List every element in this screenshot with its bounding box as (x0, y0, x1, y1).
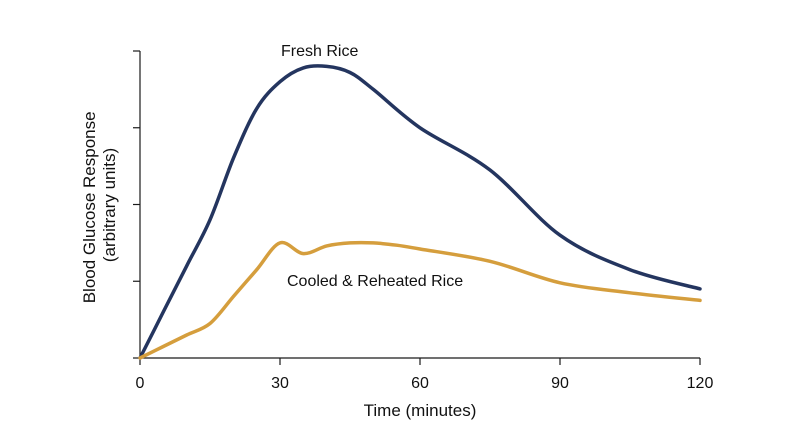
series-line-cooled-reheated-rice (138, 240, 702, 360)
x-axis-title: Time (minutes) (364, 401, 477, 420)
x-tick-label-60: 60 (411, 375, 429, 392)
series-label-cooled-reheated-rice: Cooled & Reheated Rice (287, 273, 463, 290)
series-line-fresh-rice (138, 64, 702, 360)
y-ticks (133, 50, 140, 359)
x-ticks: 0 30 60 90 120 (136, 358, 714, 392)
x-tick-label-30: 30 (271, 375, 289, 392)
series-label-fresh-rice: Fresh Rice (281, 43, 358, 60)
x-tick-label-0: 0 (136, 375, 145, 392)
y-axis-title: Blood Glucose Response (arbitrary units) (80, 107, 119, 304)
y-axis-title-line-2: (arbitrary units) (100, 148, 119, 262)
x-tick-label-120: 120 (687, 375, 714, 392)
x-tick-label-90: 90 (551, 375, 569, 392)
plot-area: 0 30 60 90 120 (133, 50, 714, 392)
y-axis-title-line-1: Blood Glucose Response (80, 111, 99, 303)
